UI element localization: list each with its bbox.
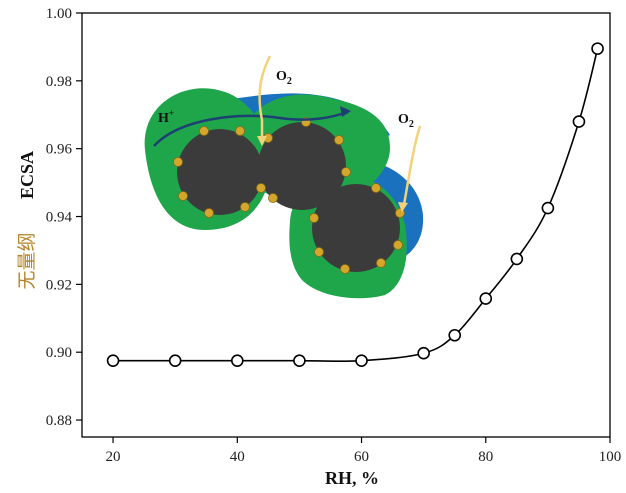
data-point <box>591 42 604 55</box>
platinum-particle <box>199 126 209 136</box>
data-point <box>479 292 493 305</box>
oxygen-label-right: O2 <box>398 112 414 130</box>
platinum-particle <box>371 183 381 193</box>
carbon-particle <box>177 129 263 215</box>
platinum-particle <box>376 258 386 268</box>
data-point <box>293 354 306 367</box>
inset-illustration: H+ O2 O2 <box>144 55 424 299</box>
platinum-particle <box>235 126 245 136</box>
plot-frame <box>81 12 611 438</box>
y-tick-label: 0.96 <box>46 142 73 158</box>
platinum-particle <box>178 191 188 201</box>
platinum-particle <box>256 183 266 193</box>
x-tick-label: 80 <box>478 449 493 465</box>
data-point <box>448 328 462 342</box>
platinum-particle <box>173 157 183 167</box>
carbon-particle <box>312 184 400 272</box>
platinum-particle <box>204 208 214 218</box>
oxygen-arrow-top <box>258 55 272 140</box>
platinum-particle <box>393 240 403 250</box>
series-markers <box>106 42 604 367</box>
platinum-particle <box>240 202 250 212</box>
y-tick-label: 0.90 <box>46 345 72 361</box>
x-tick-label: 60 <box>354 449 369 465</box>
x-axis-title: RH, % <box>325 468 379 488</box>
platinum-particle <box>309 213 319 223</box>
oxygen-arrow-right <box>402 125 422 206</box>
data-point <box>510 252 524 266</box>
x-tick-label: 40 <box>230 449 245 465</box>
platinum-particle <box>314 247 324 257</box>
oxygen-label-top: O2 <box>276 69 292 87</box>
x-tick-label: 20 <box>106 449 121 465</box>
data-point <box>106 354 120 367</box>
proton-arrow <box>153 110 349 147</box>
x-axis: 20 40 60 80 100 <box>106 437 622 465</box>
platinum-particles <box>173 117 405 274</box>
y-tick-label: 0.98 <box>46 74 72 90</box>
y-tick-label: 0.92 <box>46 277 72 293</box>
data-point <box>541 201 555 215</box>
platinum-particle <box>341 167 351 177</box>
data-point <box>417 346 430 360</box>
data-point <box>230 354 244 367</box>
platinum-particle <box>334 135 344 145</box>
proton-arrow-head <box>340 106 351 117</box>
data-point <box>355 354 368 367</box>
y-axis-title-latin: ECSA <box>17 151 37 199</box>
oxygen-arrow-right-head <box>398 202 408 212</box>
carbon-particle <box>258 122 346 210</box>
data-point <box>572 115 586 128</box>
y-axis-title-cjk: 无量纲 <box>16 232 38 289</box>
y-tick-label: 1.00 <box>46 6 72 22</box>
x-tick-label: 100 <box>599 449 622 465</box>
data-point <box>168 354 182 367</box>
platinum-particle <box>268 193 278 203</box>
y-tick-label: 0.94 <box>46 210 73 226</box>
oxygen-arrow-top-head <box>257 136 267 146</box>
y-axis-title: 无量纲 ECSA <box>16 151 38 290</box>
y-tick-label: 0.88 <box>46 413 72 429</box>
y-axis: 0.88 0.90 0.92 0.94 0.96 0.98 1.00 <box>46 6 82 429</box>
platinum-particle <box>340 264 350 274</box>
